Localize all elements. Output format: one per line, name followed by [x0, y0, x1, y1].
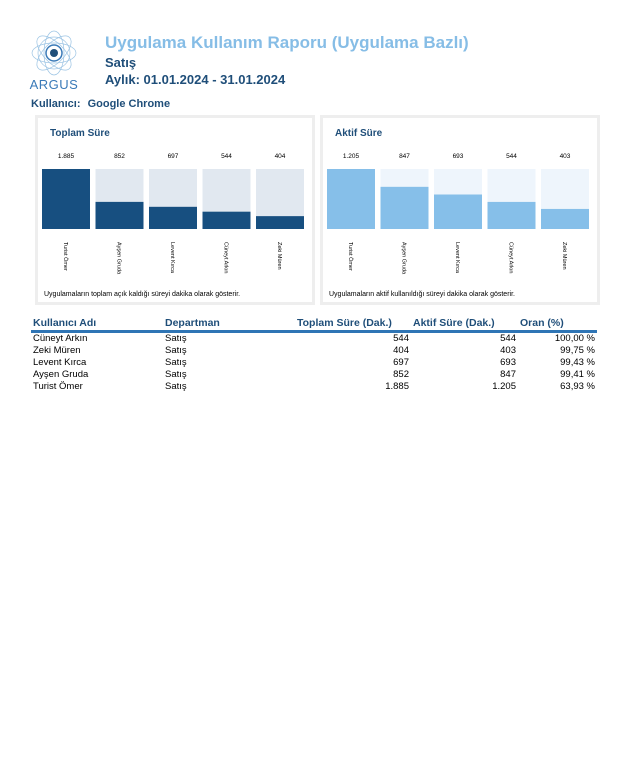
cell-user: Levent Kırca: [33, 357, 87, 368]
tick-label: Cüneyt Arkın: [223, 242, 229, 274]
cell-department: Satış: [165, 333, 187, 344]
data-label: 697: [168, 153, 179, 160]
cell-total: 544: [393, 333, 409, 344]
data-label: 852: [114, 153, 125, 160]
department-subtitle: Satış: [105, 55, 137, 70]
cell-total: 404: [393, 345, 409, 356]
cell-ratio: 100,00 %: [554, 333, 595, 344]
bar: [380, 186, 429, 229]
column-header-ratio: Oran (%): [518, 316, 597, 333]
argus-logo: ARGUS: [29, 30, 79, 92]
table-row: Ayşen Gruda Satış 852 847 99,41 %: [31, 369, 597, 381]
total-time-chart: 1.885 Turist Ömer 852 Ayşen Gruda 697 Levent …: [42, 153, 304, 275]
bar: [149, 206, 197, 229]
bar: [327, 169, 375, 229]
data-label: 693: [453, 153, 464, 160]
tick-label: Turist Ömer: [62, 242, 69, 271]
data-label: 1.205: [343, 153, 360, 160]
bar: [541, 208, 589, 229]
bar: [434, 194, 482, 229]
bar: [202, 211, 251, 229]
active-time-chart-panel: Aktif Süre 1.205 Turist Ömer 847 Ayşen Grud…: [320, 115, 600, 305]
user-line: Kullanıcı: Google Chrome: [31, 98, 170, 110]
data-label: 544: [506, 153, 517, 160]
data-label: 544: [221, 153, 232, 160]
chart-title: Aktif Süre: [335, 128, 383, 139]
tick-label: Levent Kırca: [454, 242, 460, 274]
column-header-active: Aktif Süre (Dak.): [411, 316, 518, 333]
bar: [256, 216, 304, 229]
cell-user: Zeki Müren: [33, 345, 81, 356]
tick-label: Levent Kırca: [169, 242, 175, 274]
bar: [42, 169, 90, 229]
tick-label: Turist Ömer: [347, 242, 354, 271]
cell-department: Satış: [165, 345, 187, 356]
logo-text: ARGUS: [29, 77, 79, 92]
data-label: 1.885: [58, 153, 75, 160]
data-label: 847: [399, 153, 410, 160]
user-value: Google Chrome: [87, 98, 171, 110]
cell-user: Ayşen Gruda: [33, 369, 89, 380]
cell-total: 697: [393, 357, 409, 368]
cell-department: Satış: [165, 381, 187, 392]
table-row: Zeki Müren Satış 404 403 99,75 %: [31, 345, 597, 357]
cell-department: Satış: [165, 357, 187, 368]
cell-active: 403: [500, 345, 516, 356]
column-header-department: Departman: [163, 316, 295, 333]
active-time-chart: 1.205 Turist Ömer 847 Ayşen Gruda 693 Levent …: [327, 153, 589, 275]
bar: [95, 201, 144, 229]
table-row: Turist Ömer Satış 1.885 1.205 63,93 %: [31, 381, 597, 393]
cell-user: Turist Ömer: [33, 381, 83, 392]
cell-active: 693: [500, 357, 516, 368]
chart-note: Uygulamaların aktif kullanıldığı süreyi …: [329, 291, 515, 298]
cell-ratio: 99,41 %: [560, 369, 595, 380]
data-label: 403: [560, 153, 571, 160]
tick-label: Cüneyt Arkın: [508, 242, 514, 274]
column-header-user: Kullanıcı Adı: [31, 316, 163, 333]
cell-ratio: 99,75 %: [560, 345, 595, 356]
table-row: Cüneyt Arkın Satış 544 544 100,00 %: [31, 332, 597, 346]
cell-user: Cüneyt Arkın: [33, 333, 88, 344]
tick-label: Zeki Müren: [561, 242, 567, 270]
argus-eye-icon: [31, 30, 77, 76]
tick-label: Zeki Müren: [276, 242, 282, 270]
chart-title: Toplam Süre: [50, 128, 110, 139]
cell-active: 1.205: [492, 381, 516, 392]
report-title: Uygulama Kullanım Raporu (Uygulama Bazlı…: [105, 33, 469, 52]
bar: [487, 201, 536, 229]
cell-ratio: 63,93 %: [560, 381, 595, 392]
cell-active: 544: [500, 333, 516, 344]
data-label: 404: [275, 153, 286, 160]
tick-label: Ayşen Gruda: [116, 242, 122, 275]
table-row: Levent Kırca Satış 697 693 99,43 %: [31, 357, 597, 369]
cell-total: 852: [393, 369, 409, 380]
cell-total: 1.885: [385, 381, 409, 392]
report-period: Aylık: 01.01.2024 - 31.01.2024: [105, 72, 286, 87]
chart-note: Uygulamaların toplam açık kaldığı süreyi…: [44, 291, 241, 298]
table-header-row: Kullanıcı Adı Departman Toplam Süre (Dak…: [31, 316, 597, 333]
cell-department: Satış: [165, 369, 187, 380]
total-time-chart-panel: Toplam Süre 1.885 Turist Ömer 852 Ayşen Gru…: [35, 115, 315, 305]
tick-label: Ayşen Gruda: [401, 242, 407, 275]
column-header-total: Toplam Süre (Dak.): [295, 316, 411, 333]
user-label: Kullanıcı:: [31, 98, 81, 110]
users-table: Kullanıcı Adı Departman Toplam Süre (Dak…: [31, 316, 597, 393]
cell-active: 847: [500, 369, 516, 380]
cell-ratio: 99,43 %: [560, 357, 595, 368]
